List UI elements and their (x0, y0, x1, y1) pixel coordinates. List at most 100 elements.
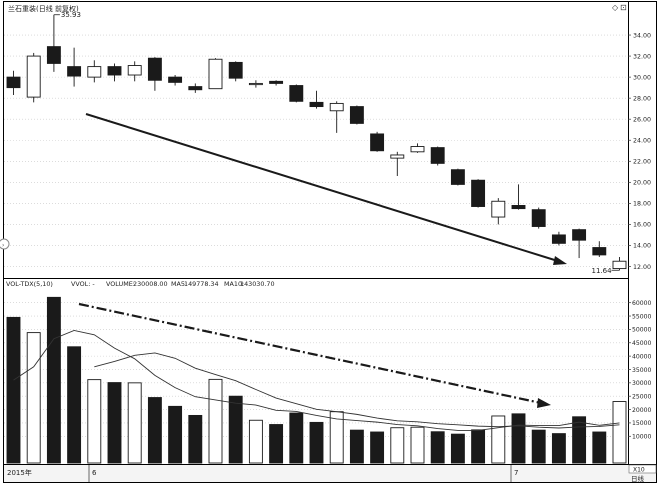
volume-bar-down (168, 405, 183, 464)
candle (390, 151, 405, 177)
scale-box-label: X10 (633, 467, 645, 474)
price-tick-label: 18.00 (633, 201, 651, 208)
candle-body-down (370, 133, 385, 152)
candle (471, 179, 486, 208)
candle (87, 60, 102, 83)
side-expand-glyph: › (2, 242, 4, 249)
diamond-icon[interactable]: ◇ (612, 3, 619, 12)
high-value-label: 35.93 (61, 11, 81, 19)
candle (208, 58, 223, 90)
volume-bar-down (147, 397, 162, 464)
volume-bar-down (592, 431, 607, 464)
volume-bar-up (26, 332, 41, 464)
volume-bar-down (67, 346, 82, 464)
volume-bar-up (87, 379, 102, 464)
volume-bar-down (349, 429, 364, 464)
price-tick-label: 24.00 (633, 138, 651, 145)
candle (309, 90, 324, 109)
volume-bar-down (289, 412, 304, 464)
candle-body-up (26, 55, 41, 98)
volume-bar-down (551, 433, 566, 464)
volume-tick-label: 35000 (632, 367, 652, 374)
candle (107, 63, 122, 82)
window-toggle-icon[interactable]: ⊡ (620, 3, 627, 12)
chart-title: 兰石重装(日线 前复权) (8, 4, 79, 13)
candle-body-down (6, 76, 21, 89)
candle (612, 257, 627, 271)
candle (531, 207, 546, 229)
candle-body-down (67, 66, 82, 77)
volume-bar-down (228, 395, 243, 464)
volume-bar-series (6, 296, 627, 464)
volume-tick-label: 15000 (632, 420, 652, 427)
vvol-label: VVOL: - (71, 280, 95, 288)
volume-trend-arrow (78, 302, 551, 408)
volume-tick-label: 40000 (632, 353, 652, 360)
candle-body-down (572, 229, 587, 241)
side-expand-handle[interactable] (0, 238, 10, 250)
candle (26, 52, 41, 103)
volume-tick-label: 50000 (632, 327, 652, 334)
price-tick-label: 20.00 (633, 180, 651, 187)
candle-body-down (309, 101, 324, 108)
candle (46, 14, 61, 72)
volume-bar-down (511, 413, 526, 464)
candle (430, 146, 445, 166)
scale-box[interactable] (628, 464, 657, 474)
price-y-axis: 12.00 14.00 16.00 18.00 20.00 22.00 24.00 26.00… (628, 32, 651, 271)
volume-legend: VOL-TDX(5,10) VVOL: - VOLUME: 230008.00 … (6, 280, 275, 288)
candle (147, 57, 162, 91)
volume-tick-label: 55000 (632, 313, 652, 320)
candle (491, 198, 506, 225)
volume-bar-down (531, 429, 546, 464)
candle (269, 80, 284, 86)
candlestick-series (6, 14, 627, 271)
candle-body-down (592, 247, 607, 256)
candle (168, 75, 183, 86)
candle (188, 83, 203, 93)
candle-body-up (208, 58, 223, 90)
candle (572, 228, 587, 259)
volume-tick-label: 25000 (632, 394, 652, 401)
candle-body-up (127, 65, 142, 76)
ma5-value: 149778.34 (184, 280, 219, 288)
period-label[interactable]: 日线 (631, 474, 645, 483)
candle-body-down (551, 234, 566, 244)
volume-bar-down (188, 414, 203, 464)
candle (551, 231, 566, 246)
volume-bar-down (572, 416, 587, 464)
price-tick-label: 32.00 (633, 53, 651, 60)
ma5-key: MA5: (171, 280, 187, 288)
candle-body-up (87, 66, 102, 78)
volume-bar-down (46, 296, 61, 464)
volume-bar-down (471, 429, 486, 464)
volume-bar-up (491, 415, 506, 464)
candle (6, 70, 21, 96)
volume-bar-up (127, 382, 142, 464)
candle-body-up (491, 200, 506, 218)
candle-body-down (349, 106, 364, 124)
candle (289, 84, 304, 103)
price-tick-label: 26.00 (633, 117, 651, 124)
price-tick-label: 30.00 (633, 74, 651, 81)
candle-body-up (329, 102, 344, 112)
candle-body-down (289, 85, 304, 102)
volume-bar-down (269, 424, 284, 464)
price-gridlines (4, 34, 628, 267)
candle-body-down (46, 46, 61, 64)
volume-value: 230008.00 (133, 280, 168, 288)
price-tick-label: 28.00 (633, 95, 651, 102)
volume-y-axis: 10000 15000 20000 25000 30000 35000 40000 45000… (628, 300, 652, 441)
candle (592, 241, 607, 258)
price-trend-arrow (85, 113, 567, 265)
candle-body-down (471, 179, 486, 207)
candle (228, 61, 243, 82)
volume-bar-down (370, 431, 385, 464)
candle (248, 80, 263, 88)
candle-body-up (410, 146, 425, 153)
price-tick-label: 14.00 (633, 243, 651, 250)
volume-bar-down (450, 433, 465, 464)
candle (370, 131, 385, 152)
volume-bar-up (390, 427, 405, 464)
